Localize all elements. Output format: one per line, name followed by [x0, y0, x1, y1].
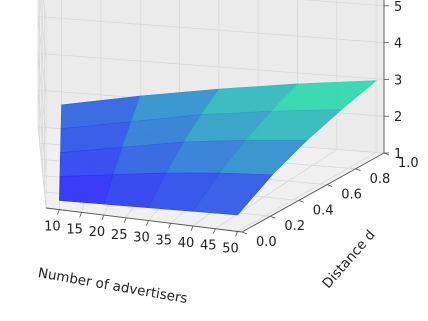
x-axis-label: Number of advertisers	[37, 265, 189, 307]
grid-line-z-side	[37, 53, 47, 135]
x-tick-mark	[235, 231, 238, 237]
y-tick-mark	[270, 215, 276, 219]
y-tick-label: 1.0	[398, 156, 419, 171]
x-tick-mark	[123, 217, 127, 223]
z-tick-label: 3	[394, 73, 402, 88]
grid-line-z-side	[39, 0, 47, 61]
x-tick-label: 35	[155, 233, 172, 248]
x-tick-mark	[79, 212, 83, 218]
x-tick-mark	[56, 209, 60, 215]
x-tick-mark	[168, 223, 172, 229]
surface-patch	[192, 172, 273, 216]
y-tick-label: 0.4	[313, 203, 334, 218]
axis-edges	[45, 0, 390, 237]
x-tick-label: 25	[111, 228, 128, 243]
tick-labels: 10 15 20 25 30 35 40 45 50 0.00.20.40.60.81.01234…	[44, 0, 419, 257]
y-axis-label: Distance d	[319, 227, 378, 292]
surface-patch	[59, 146, 123, 177]
y-tick-mark	[355, 168, 361, 172]
grid-line-x-floor	[215, 149, 338, 230]
x-tick-label: 10	[44, 220, 61, 235]
z-tick-label: 4	[394, 37, 402, 52]
x-tick-label: 40	[178, 236, 195, 251]
y-tick-mark	[327, 184, 333, 187]
x-axis-line	[45, 207, 243, 233]
x-tick-label: 20	[89, 225, 106, 240]
x-tick-mark	[146, 220, 149, 226]
grid-line-z-side	[37, 90, 47, 172]
grid-line-z-side	[43, 0, 47, 25]
z-tick-label: 2	[394, 110, 402, 125]
x-tick-label: 50	[222, 242, 239, 257]
surface-mesh	[59, 80, 377, 216]
y-axis-line	[241, 152, 385, 233]
y-tick-label: 0.8	[370, 172, 391, 187]
x-tick-label: 15	[66, 222, 83, 237]
y-tick-mark	[241, 231, 248, 235]
x-tick-label: 30	[133, 231, 150, 246]
grid-line-z-back	[301, 0, 385, 7]
grid-line-z-side	[37, 16, 47, 98]
x-tick-label: 45	[200, 239, 217, 254]
grid-line-z-back	[37, 53, 385, 80]
x-tick-mark	[212, 228, 216, 234]
y-tick-label: 0.6	[341, 188, 362, 203]
z-tick-label: 1	[394, 147, 402, 162]
y-tick-label: 0.0	[256, 235, 277, 250]
y-tick-label: 0.2	[284, 219, 305, 234]
z-tick-label: 5	[394, 0, 402, 15]
grid-line-z-back	[37, 16, 385, 43]
x-tick-mark	[101, 214, 105, 221]
y-tick-mark	[298, 200, 304, 203]
grid-line-x-floor	[237, 152, 377, 232]
grid-line-z-side	[37, 126, 47, 209]
x-tick-mark	[190, 225, 194, 232]
